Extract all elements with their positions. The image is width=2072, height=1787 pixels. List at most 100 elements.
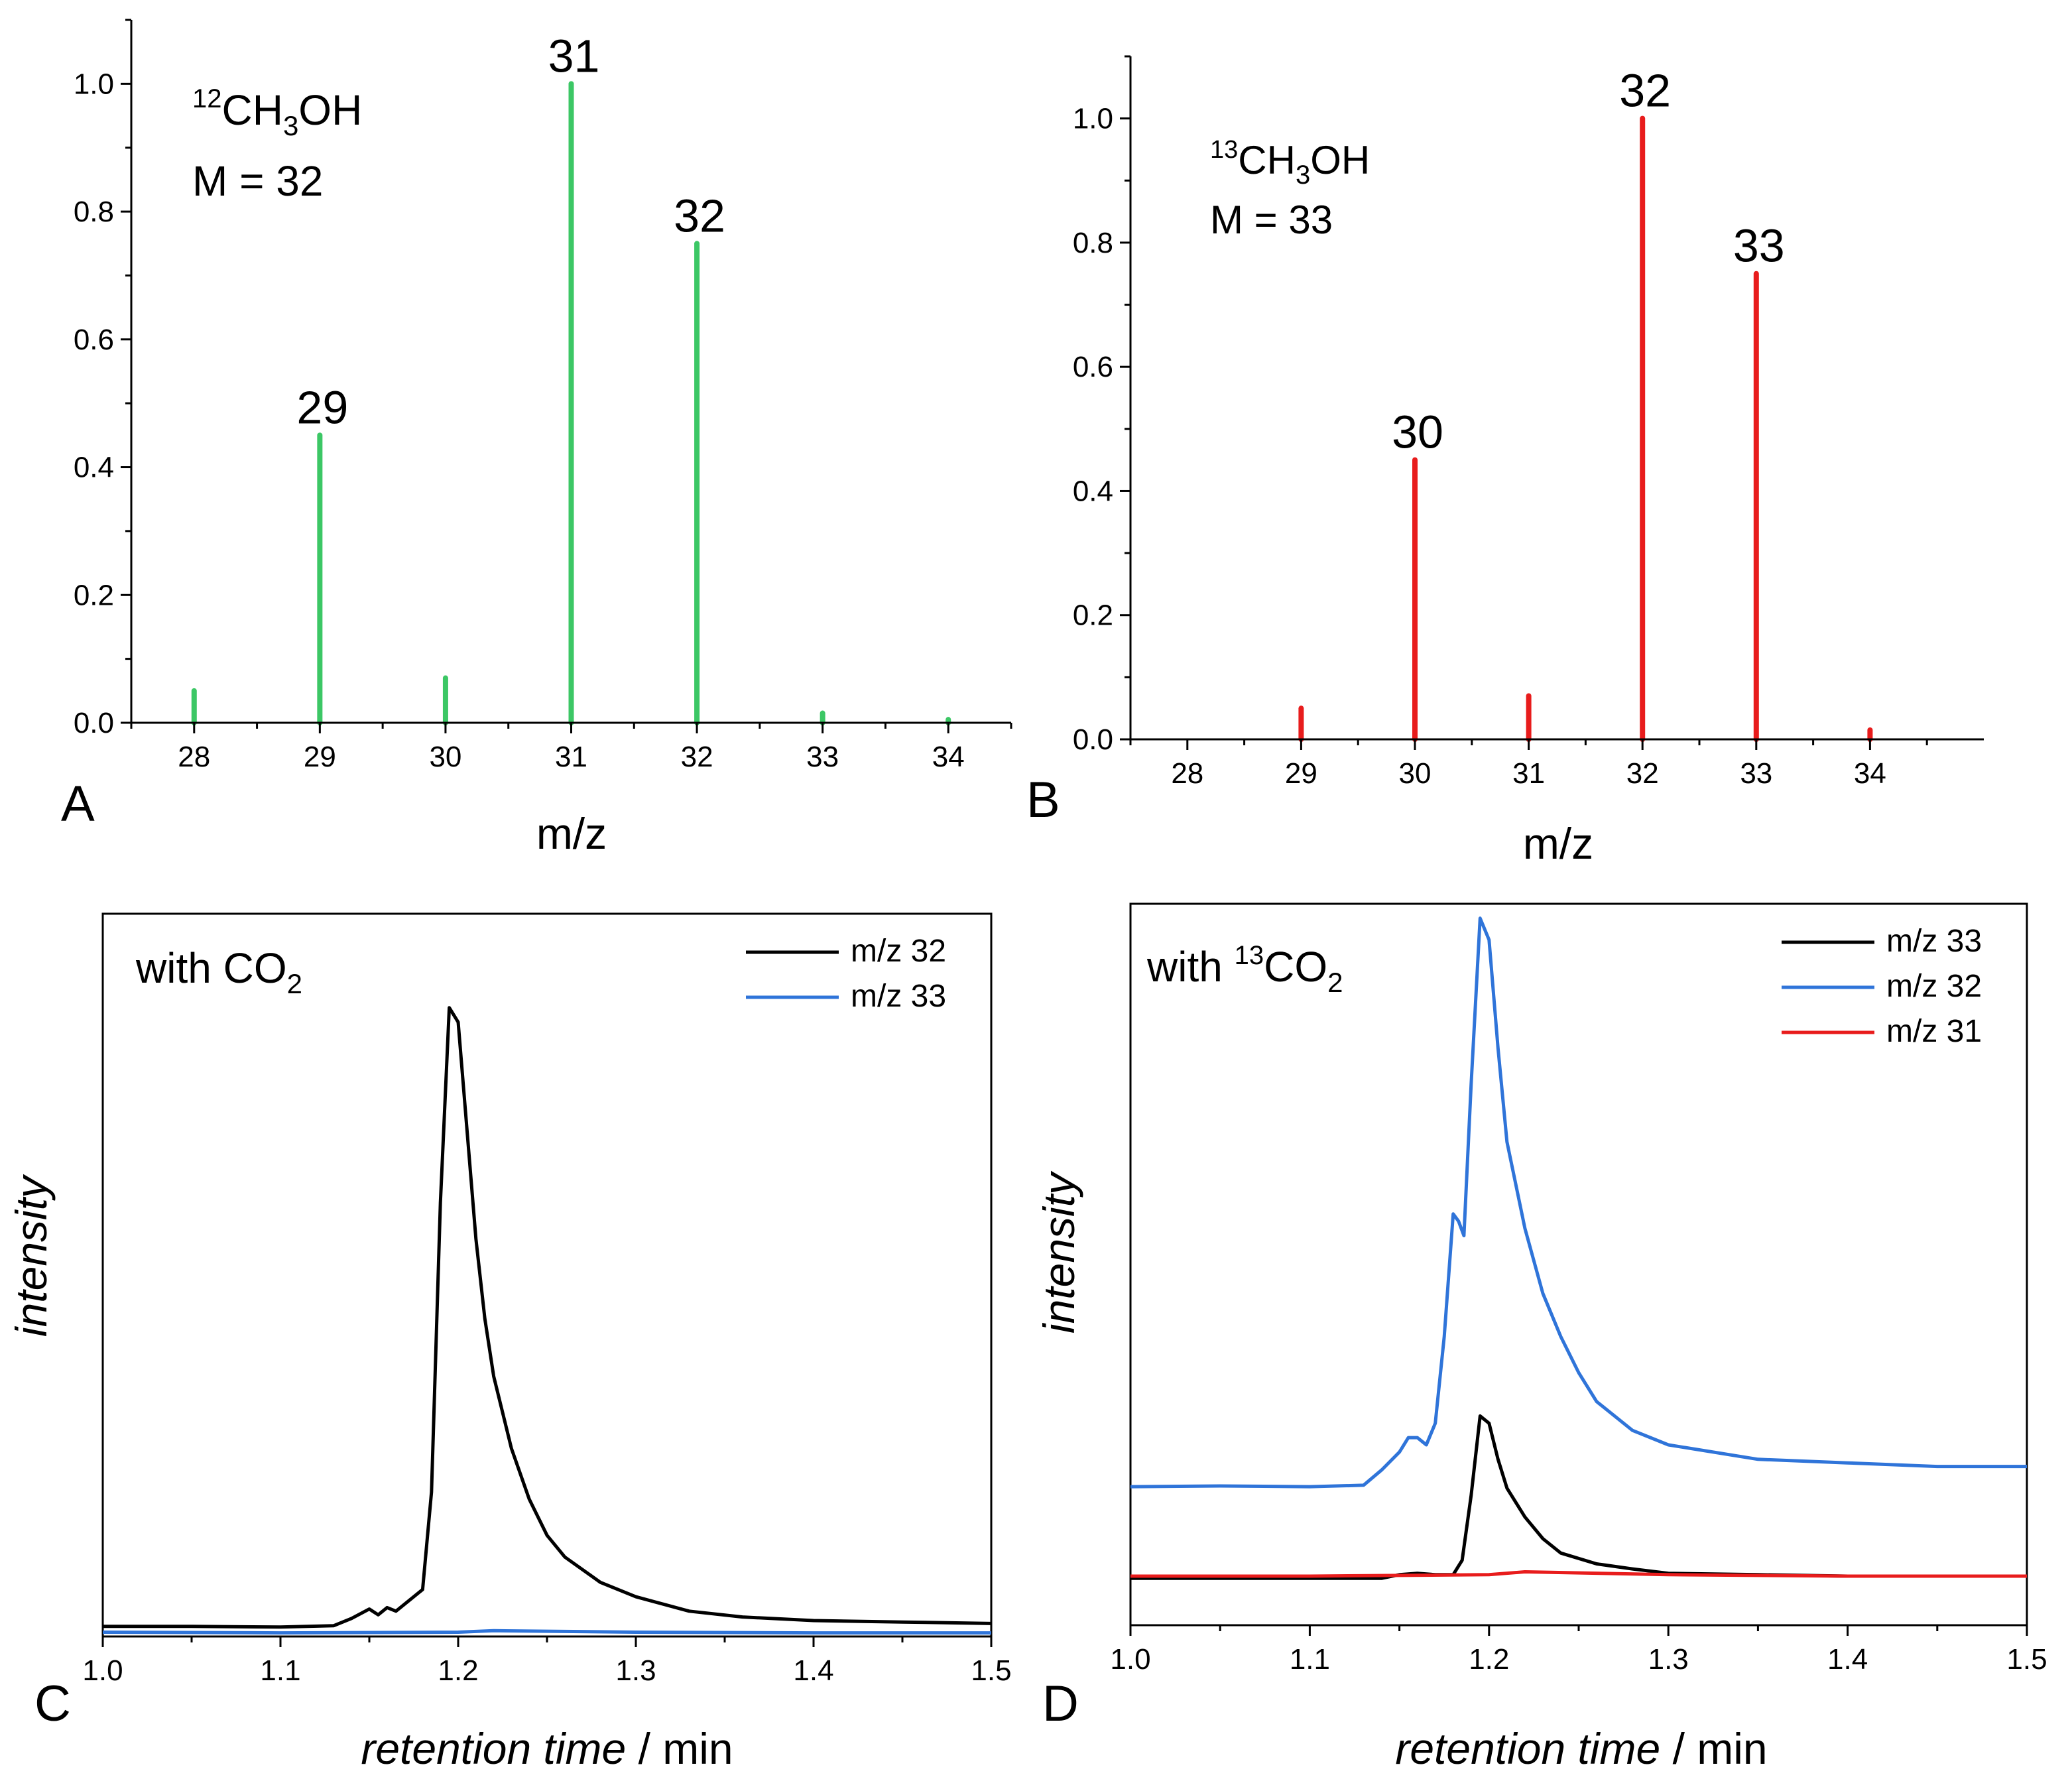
panel-a-xtick-label: 34 (932, 741, 965, 773)
panel-c-legend-label: m/z 32 (851, 934, 946, 969)
panel-b-xlabel: m/z (1523, 819, 1593, 868)
panel-c-legend-label: m/z 33 (851, 979, 946, 1014)
panel-b-ytick-label: 0.8 (1073, 227, 1113, 259)
panel-d-annotation-iso: 13 (1235, 941, 1264, 970)
panel-d-series-line (1130, 1570, 2027, 1578)
panel-a-xlabel: m/z (536, 809, 607, 858)
panel-a-xtick-label: 28 (178, 741, 210, 773)
panel-d-letter: D (1042, 1676, 1079, 1732)
panel-b-peak-labels: 30 32 33 (1392, 65, 1785, 458)
panel-b-xtick-label: 31 (1512, 757, 1545, 790)
panel-d-annotation-sub: 2 (1327, 967, 1343, 998)
panel-a-compound: 12CH3OH (192, 84, 362, 141)
panel-c-xtick-label: 1.1 (260, 1654, 300, 1687)
panel-b-letter: B (1026, 772, 1060, 828)
panel-c-xtick-label: 1.2 (438, 1654, 478, 1687)
panel-a-xtick-label: 30 (429, 741, 461, 773)
panel-b-compound-tail: OH (1310, 138, 1370, 182)
panel-c-ticks: 1.0 1.1 1.2 1.3 1.4 1.5 (82, 1636, 1012, 1687)
panel-c-xlabel: retention time / min (361, 1724, 733, 1773)
panel-b-peak-label: 33 (1733, 220, 1785, 272)
panel-a-ticks: 28 29 30 31 32 33 34 0.0 0.2 0.4 0.6 0.8 1.0 (74, 19, 1012, 773)
panel-a-ytick-label: 0.8 (74, 196, 114, 228)
panel-d-ylabel: intensity (1034, 1170, 1083, 1333)
panel-d-xlabel: retention time / min (1395, 1724, 1767, 1773)
panel-c-annotation-text: with CO (135, 944, 287, 992)
panel-b-ytick-label: 1.0 (1073, 103, 1113, 135)
panel-b-ytick-label: 0.6 (1073, 351, 1113, 383)
panel-a-mass: M = 32 (192, 157, 323, 205)
panel-c-xtick-label: 1.4 (793, 1654, 833, 1687)
panel-b-peak-label: 32 (1619, 65, 1671, 117)
panel-c-ylabel: intensity (7, 1174, 56, 1337)
panel-d-xlabel-unit: / min (1660, 1724, 1767, 1773)
panel-b-xtick-label: 34 (1854, 757, 1886, 790)
panel-b-peak-label: 30 (1392, 406, 1443, 458)
panel-a-compound-formula: CH (222, 86, 283, 134)
panel-d-xtick-label: 1.5 (2006, 1643, 2047, 1676)
panel-d-xtick-label: 1.1 (1290, 1643, 1330, 1676)
panel-c-legend: m/z 32 m/z 33 (746, 934, 946, 1014)
panel-a-peak-label: 31 (548, 30, 600, 82)
panel-d-series-line (1130, 1414, 2027, 1580)
panel-d-xlabel-italic: retention time (1395, 1724, 1660, 1773)
panel-b-xtick-label: 28 (1171, 757, 1203, 790)
panel-c-xlabel-italic: retention time (361, 1724, 626, 1773)
panel-a-ytick-label: 0.6 (74, 324, 114, 356)
panel-c: 1.0 1.1 1.2 1.3 1.4 1.5 with CO2 m/z 32 m/z 33… (7, 912, 1012, 1773)
panel-d-series (1130, 916, 2027, 1580)
panel-d-xtick-label: 1.3 (1648, 1643, 1689, 1676)
panel-b-xtick-label: 29 (1285, 757, 1317, 790)
panel-d-annotation: with 13CO2 (1146, 941, 1343, 998)
panel-a-ytick-label: 0.0 (74, 707, 114, 739)
panel-a-compound-tail: OH (298, 86, 362, 134)
panel-a-ytick-label: 0.2 (74, 579, 114, 611)
panel-d-xtick-label: 1.0 (1110, 1643, 1150, 1676)
panel-b-compound: 13CH3OH (1210, 136, 1370, 190)
panel-c-xtick-label: 1.5 (971, 1654, 1011, 1687)
panel-a-ytick-label: 0.4 (74, 452, 114, 484)
panel-b-ytick-label: 0.0 (1073, 723, 1113, 756)
panel-b-ticks: 28 29 30 31 32 33 34 0.0 0.2 0.4 0.6 0.8 1.0 (1073, 55, 1928, 790)
panel-d-ticks: 1.0 1.1 1.2 1.3 1.4 1.5 (1110, 1625, 2047, 1676)
panel-a-xtick-label: 29 (304, 741, 336, 773)
panel-b-bars (1298, 115, 1873, 742)
panel-d: 1.0 1.1 1.2 1.3 1.4 1.5 with 13CO2 m/z 33m/z … (1034, 902, 2047, 1773)
panel-a-compound-iso: 12 (192, 84, 222, 113)
panel-b-compound-formula: CH (1238, 138, 1296, 182)
panel-d-legend-label: m/z 33 (1886, 924, 1982, 959)
panel-a-letter: A (61, 776, 95, 832)
panel-b-mass: M = 33 (1210, 198, 1333, 242)
panel-c-series-line (102, 1629, 991, 1635)
panel-a-compound-sub: 3 (283, 110, 298, 141)
panel-c-xtick-label: 1.0 (82, 1654, 123, 1687)
panel-a: 28 29 30 31 32 33 340.00.20.40.60.81.0 293132 … (61, 19, 1012, 858)
panel-c-xlabel-unit: / min (626, 1724, 733, 1773)
panel-a-xtick-label: 31 (555, 741, 587, 773)
panel-d-annotation-text: CO (1264, 943, 1327, 991)
panel-c-frame (101, 912, 993, 1638)
panel-d-legend: m/z 33 m/z 32 m/z 31 (1782, 924, 1982, 1049)
panel-d-legend-label: m/z 31 (1886, 1014, 1982, 1049)
panel-d-frame (1129, 902, 2028, 1627)
panel-d-annotation-prefix: with (1146, 943, 1235, 991)
panel-c-xtick-label: 1.3 (615, 1654, 656, 1687)
panel-b-xtick-label: 30 (1399, 757, 1432, 790)
panel-b-ytick-label: 0.2 (1073, 599, 1113, 632)
panel-c-annotation: with CO2 (135, 944, 302, 999)
panel-b-xtick-label: 32 (1626, 757, 1659, 790)
panel-a-ytick-label: 1.0 (74, 68, 114, 100)
panel-b: 28 29 30 31 32 33 340.00.20.40.60.81.0 303233 … (1026, 55, 1984, 868)
panel-c-letter: C (34, 1676, 71, 1732)
panel-a-bars (191, 81, 951, 725)
panel-d-legend-label: m/z 32 (1886, 969, 1982, 1004)
panel-c-series-line (103, 1006, 992, 1629)
panel-c-series (102, 1006, 992, 1635)
panel-a-xtick-label: 33 (806, 741, 839, 773)
panel-a-peak-labels: 29 31 32 (296, 30, 725, 433)
panel-a-peak-label: 32 (674, 190, 725, 241)
panel-a-peak-label: 29 (296, 381, 348, 433)
panel-b-xtick-label: 33 (1740, 757, 1772, 790)
panel-b-compound-iso: 13 (1210, 136, 1238, 164)
